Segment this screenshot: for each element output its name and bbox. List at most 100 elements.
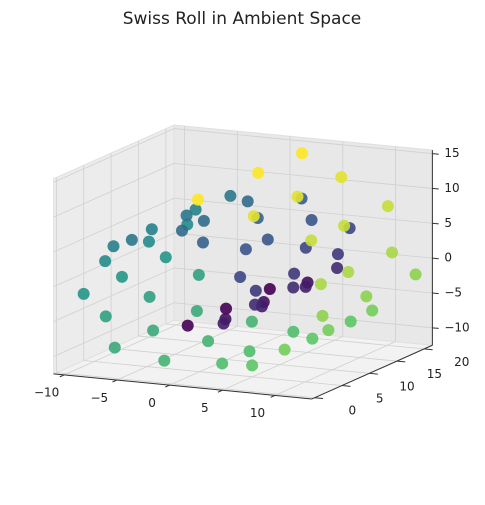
- point: [252, 166, 265, 179]
- y-tick-label: 5: [376, 392, 384, 406]
- point: [291, 190, 304, 203]
- grid-line: [138, 335, 397, 362]
- z-tick-label: −5: [444, 285, 462, 299]
- tick-mark: [314, 397, 324, 400]
- grid-line: [116, 325, 238, 381]
- z-tick-label: 15: [444, 146, 459, 160]
- grid-line: [222, 336, 343, 391]
- grid-line: [83, 360, 343, 386]
- x-tick-label: −10: [34, 386, 59, 400]
- point: [360, 290, 373, 303]
- x-tick-label: 10: [250, 406, 265, 420]
- point: [386, 246, 399, 259]
- y-tick-label: 0: [348, 404, 356, 418]
- point: [108, 341, 121, 354]
- point: [247, 210, 260, 223]
- point: [197, 236, 210, 249]
- point: [192, 268, 205, 281]
- point: [159, 251, 172, 264]
- point: [107, 240, 120, 253]
- point: [261, 233, 274, 246]
- point: [220, 302, 233, 315]
- x-tick-label: 0: [148, 396, 156, 410]
- point: [295, 147, 308, 160]
- z-tick-label: 0: [444, 251, 452, 265]
- point: [216, 357, 229, 370]
- point: [189, 203, 202, 216]
- point: [181, 319, 194, 332]
- y-tick-label: 10: [399, 379, 414, 393]
- tick-mark: [341, 385, 351, 387]
- point: [409, 268, 422, 281]
- point: [342, 265, 355, 278]
- point: [99, 310, 112, 323]
- y-axis: [311, 344, 433, 400]
- x-tick-label: −5: [91, 391, 109, 405]
- grid-line: [274, 341, 396, 396]
- grid-line: [56, 372, 315, 399]
- point: [322, 324, 335, 337]
- tick-mark: [396, 360, 406, 363]
- grid-line: [53, 163, 175, 218]
- point: [305, 213, 318, 226]
- point: [249, 284, 262, 297]
- z-tick-label: 5: [444, 216, 452, 230]
- point: [314, 278, 327, 291]
- point: [239, 243, 252, 256]
- tick-mark: [432, 153, 439, 155]
- point: [176, 224, 189, 237]
- point: [381, 200, 394, 213]
- point: [77, 287, 90, 300]
- grid-line: [111, 347, 370, 374]
- point: [180, 209, 193, 222]
- point: [202, 335, 215, 348]
- tick-mark: [424, 348, 433, 351]
- point: [299, 280, 312, 293]
- tick-mark: [432, 257, 439, 260]
- z-tick-label: 10: [444, 181, 459, 195]
- grid-line: [174, 197, 433, 224]
- point: [243, 345, 256, 358]
- point: [158, 354, 171, 367]
- point: [331, 262, 344, 275]
- point: [344, 315, 357, 328]
- point: [316, 309, 329, 322]
- grid-line: [169, 331, 291, 386]
- point: [335, 171, 348, 184]
- point: [287, 325, 300, 338]
- point: [263, 283, 276, 296]
- point: [305, 234, 318, 247]
- point: [147, 324, 160, 337]
- point: [331, 248, 344, 261]
- tick-mark: [432, 327, 439, 329]
- point: [190, 304, 203, 317]
- point: [245, 315, 258, 328]
- x-tick-label: 5: [201, 401, 209, 415]
- tick-mark: [432, 292, 439, 295]
- point: [191, 193, 204, 206]
- point: [99, 255, 112, 268]
- tick-mark: [432, 187, 439, 190]
- point: [142, 235, 155, 248]
- point: [234, 270, 247, 283]
- point: [306, 332, 319, 345]
- chart-title: Swiss Roll in Ambient Space: [123, 9, 362, 29]
- point: [288, 267, 301, 280]
- point: [143, 290, 156, 303]
- point: [197, 214, 210, 227]
- point: [115, 270, 128, 283]
- point: [338, 219, 351, 232]
- point: [145, 223, 158, 236]
- point: [278, 343, 291, 356]
- point: [241, 195, 254, 208]
- point: [366, 304, 379, 317]
- grid-line: [53, 302, 175, 357]
- y-tick-label: 15: [427, 367, 442, 381]
- y-tick-label: 20: [454, 355, 469, 369]
- x-axis: [53, 373, 312, 400]
- grid-line: [53, 128, 175, 183]
- grid-line: [174, 162, 433, 189]
- z-tick-label: −10: [444, 320, 469, 334]
- grid-line: [174, 128, 433, 154]
